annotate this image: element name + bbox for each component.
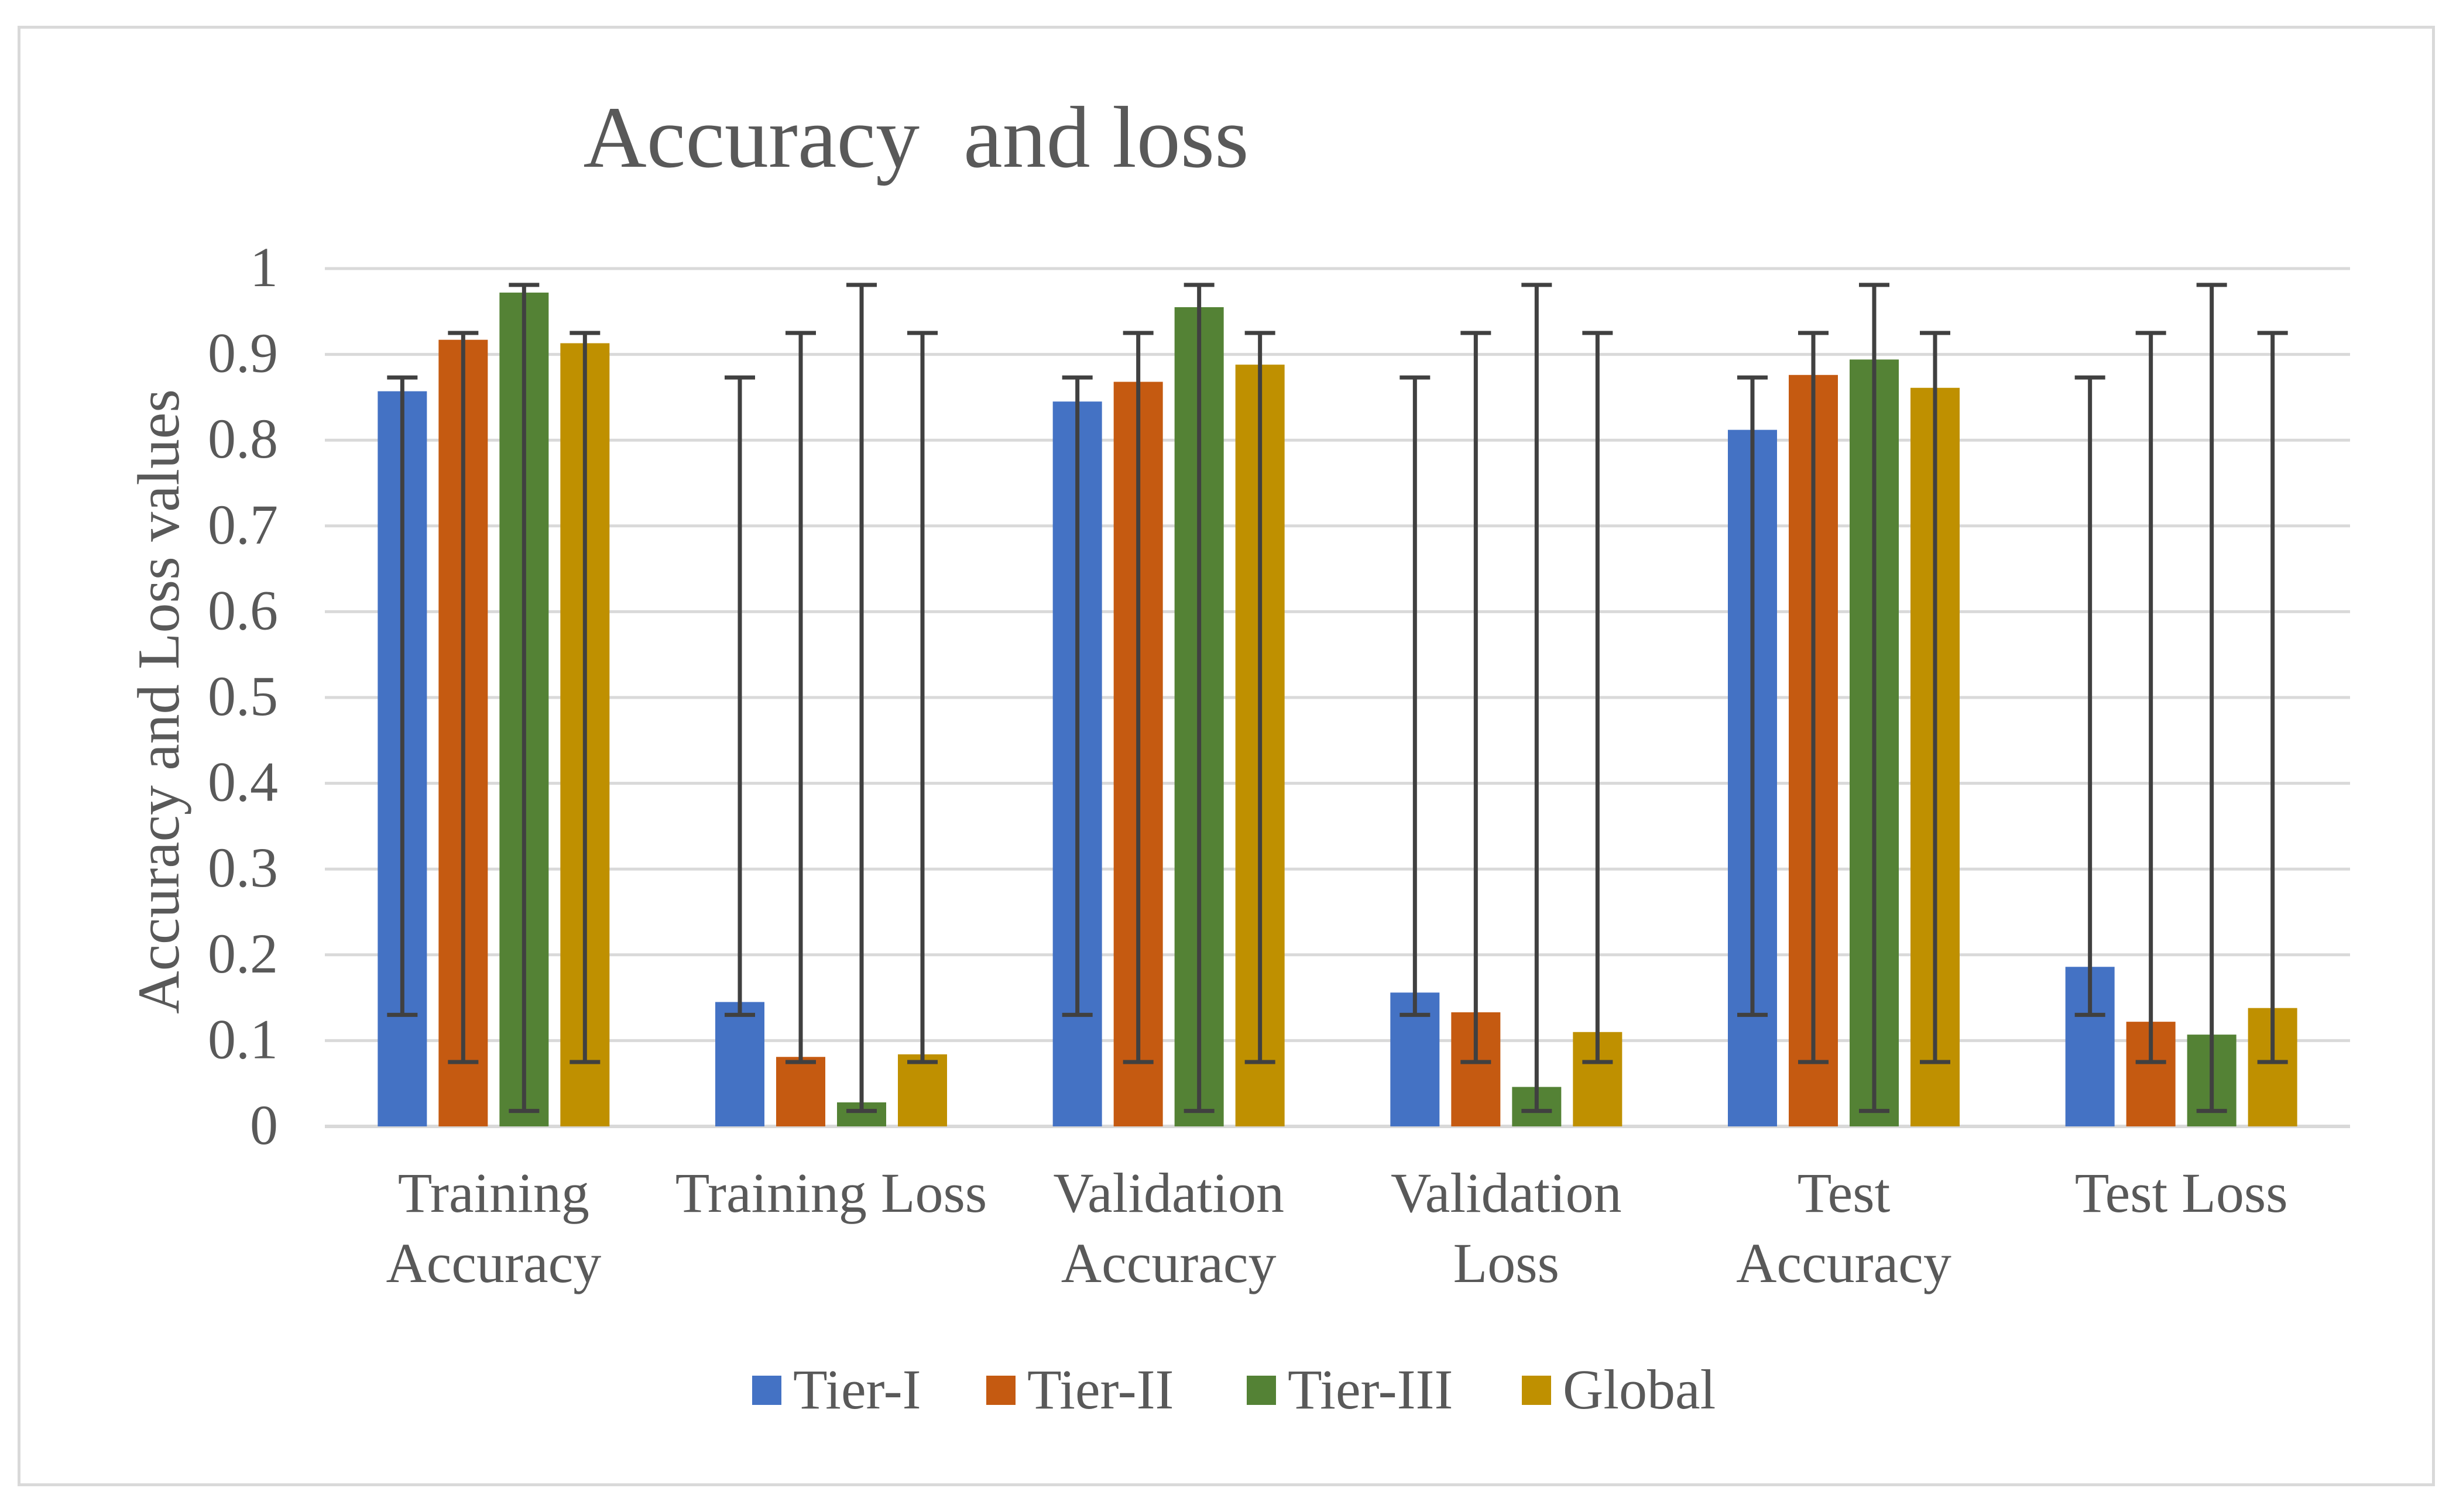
y-tick-label: 0.7 <box>208 493 278 556</box>
error-bar <box>387 375 418 1017</box>
legend-swatch <box>752 1376 781 1405</box>
error-bar <box>1920 331 1950 1064</box>
y-tick-label: 0.9 <box>208 322 278 384</box>
x-tick-label-line: Training <box>398 1162 589 1224</box>
legend-swatch <box>986 1376 1016 1405</box>
legend-swatch <box>1522 1376 1551 1405</box>
y-tick-label: 0.5 <box>208 665 278 727</box>
x-tick-label: Test Loss <box>2075 1162 2288 1224</box>
bar-global <box>898 1054 947 1126</box>
x-tick-label-line: Accuracy <box>1736 1232 1951 1294</box>
x-tick-label-line: Validation <box>1391 1162 1622 1224</box>
error-bar <box>725 375 755 1017</box>
error-bar <box>1460 331 1491 1064</box>
y-tick-label: 0.3 <box>208 836 278 899</box>
error-bar <box>1859 283 1889 1114</box>
x-tick-label-line: Test Loss <box>2075 1162 2288 1224</box>
grid-lines <box>325 267 2350 1128</box>
x-tick-label: Training Loss <box>675 1162 987 1224</box>
bar-tier-i <box>715 1002 764 1126</box>
error-bar <box>448 331 479 1064</box>
legend-swatch <box>1247 1376 1276 1405</box>
y-tick-label: 0.1 <box>208 1008 278 1070</box>
error-bar <box>1798 331 1829 1064</box>
x-tick-label: Training Accuracy <box>386 1162 601 1294</box>
x-tick-label-line: Training Loss <box>675 1162 987 1224</box>
error-bar <box>2074 375 2105 1017</box>
error-bar <box>907 331 938 1064</box>
x-tick-labels: Training Accuracy Training Loss Validation A… <box>386 1162 2287 1294</box>
x-tick-label: Test Accuracy <box>1736 1162 1951 1294</box>
bars <box>378 293 2297 1127</box>
legend: Tier-I Tier-II Tier-III Global <box>752 1358 1716 1421</box>
y-tick-label: 0.6 <box>208 579 278 641</box>
error-bars <box>387 283 2288 1114</box>
error-bar <box>1399 375 1431 1017</box>
legend-item: Tier-I <box>752 1358 921 1421</box>
y-tick-label: 0 <box>250 1094 278 1156</box>
error-bar <box>1184 283 1215 1114</box>
x-tick-label-line: Loss <box>1453 1232 1559 1294</box>
legend-label: Tier-III <box>1288 1358 1453 1421</box>
error-bar <box>785 331 816 1064</box>
error-bar <box>1123 331 1154 1064</box>
y-axis-label: Accuracy and Loss values <box>126 389 192 1014</box>
y-tick-label: 0.8 <box>208 407 278 470</box>
chart-svg: Accuracy and loss Accuracy and Loss valu… <box>126 89 2350 1421</box>
x-tick-label-line: Accuracy <box>386 1232 601 1294</box>
y-tick-label: 1 <box>250 236 278 298</box>
error-bar <box>509 283 540 1114</box>
legend-label: Global <box>1563 1358 1716 1421</box>
legend-label: Tier-I <box>793 1358 921 1421</box>
error-bar <box>2135 331 2166 1064</box>
error-bar <box>2257 331 2288 1064</box>
x-tick-label-line: Accuracy <box>1061 1232 1277 1294</box>
legend-item: Global <box>1522 1358 1716 1421</box>
error-bar <box>2196 283 2227 1114</box>
error-bar <box>1737 375 1768 1017</box>
error-bar <box>1244 331 1275 1064</box>
chart-frame: Accuracy and loss Accuracy and Loss valu… <box>18 26 2435 1486</box>
y-tick-labels: 0 0.1 0.2 0.3 0.4 0.5 0.6 0.7 0.8 0.9 1 <box>208 236 278 1156</box>
error-bar <box>1582 331 1613 1064</box>
y-tick-label: 0.2 <box>208 922 278 985</box>
error-bar <box>846 283 877 1114</box>
chart-title: Accuracy and loss <box>583 89 1248 186</box>
x-tick-label: Validation Accuracy <box>1053 1162 1284 1294</box>
error-bar <box>1062 375 1093 1017</box>
y-tick-label: 0.4 <box>208 751 278 813</box>
x-tick-label-line: Test <box>1798 1162 1891 1224</box>
error-bar <box>570 331 601 1064</box>
error-bar <box>1521 283 1552 1114</box>
legend-item: Tier-II <box>986 1358 1174 1421</box>
legend-label: Tier-II <box>1027 1358 1174 1421</box>
legend-item: Tier-III <box>1247 1358 1453 1421</box>
x-tick-label-line: Validation <box>1053 1162 1284 1224</box>
bar-tier-ii <box>776 1057 825 1126</box>
x-tick-label: Validation Loss <box>1391 1162 1622 1294</box>
